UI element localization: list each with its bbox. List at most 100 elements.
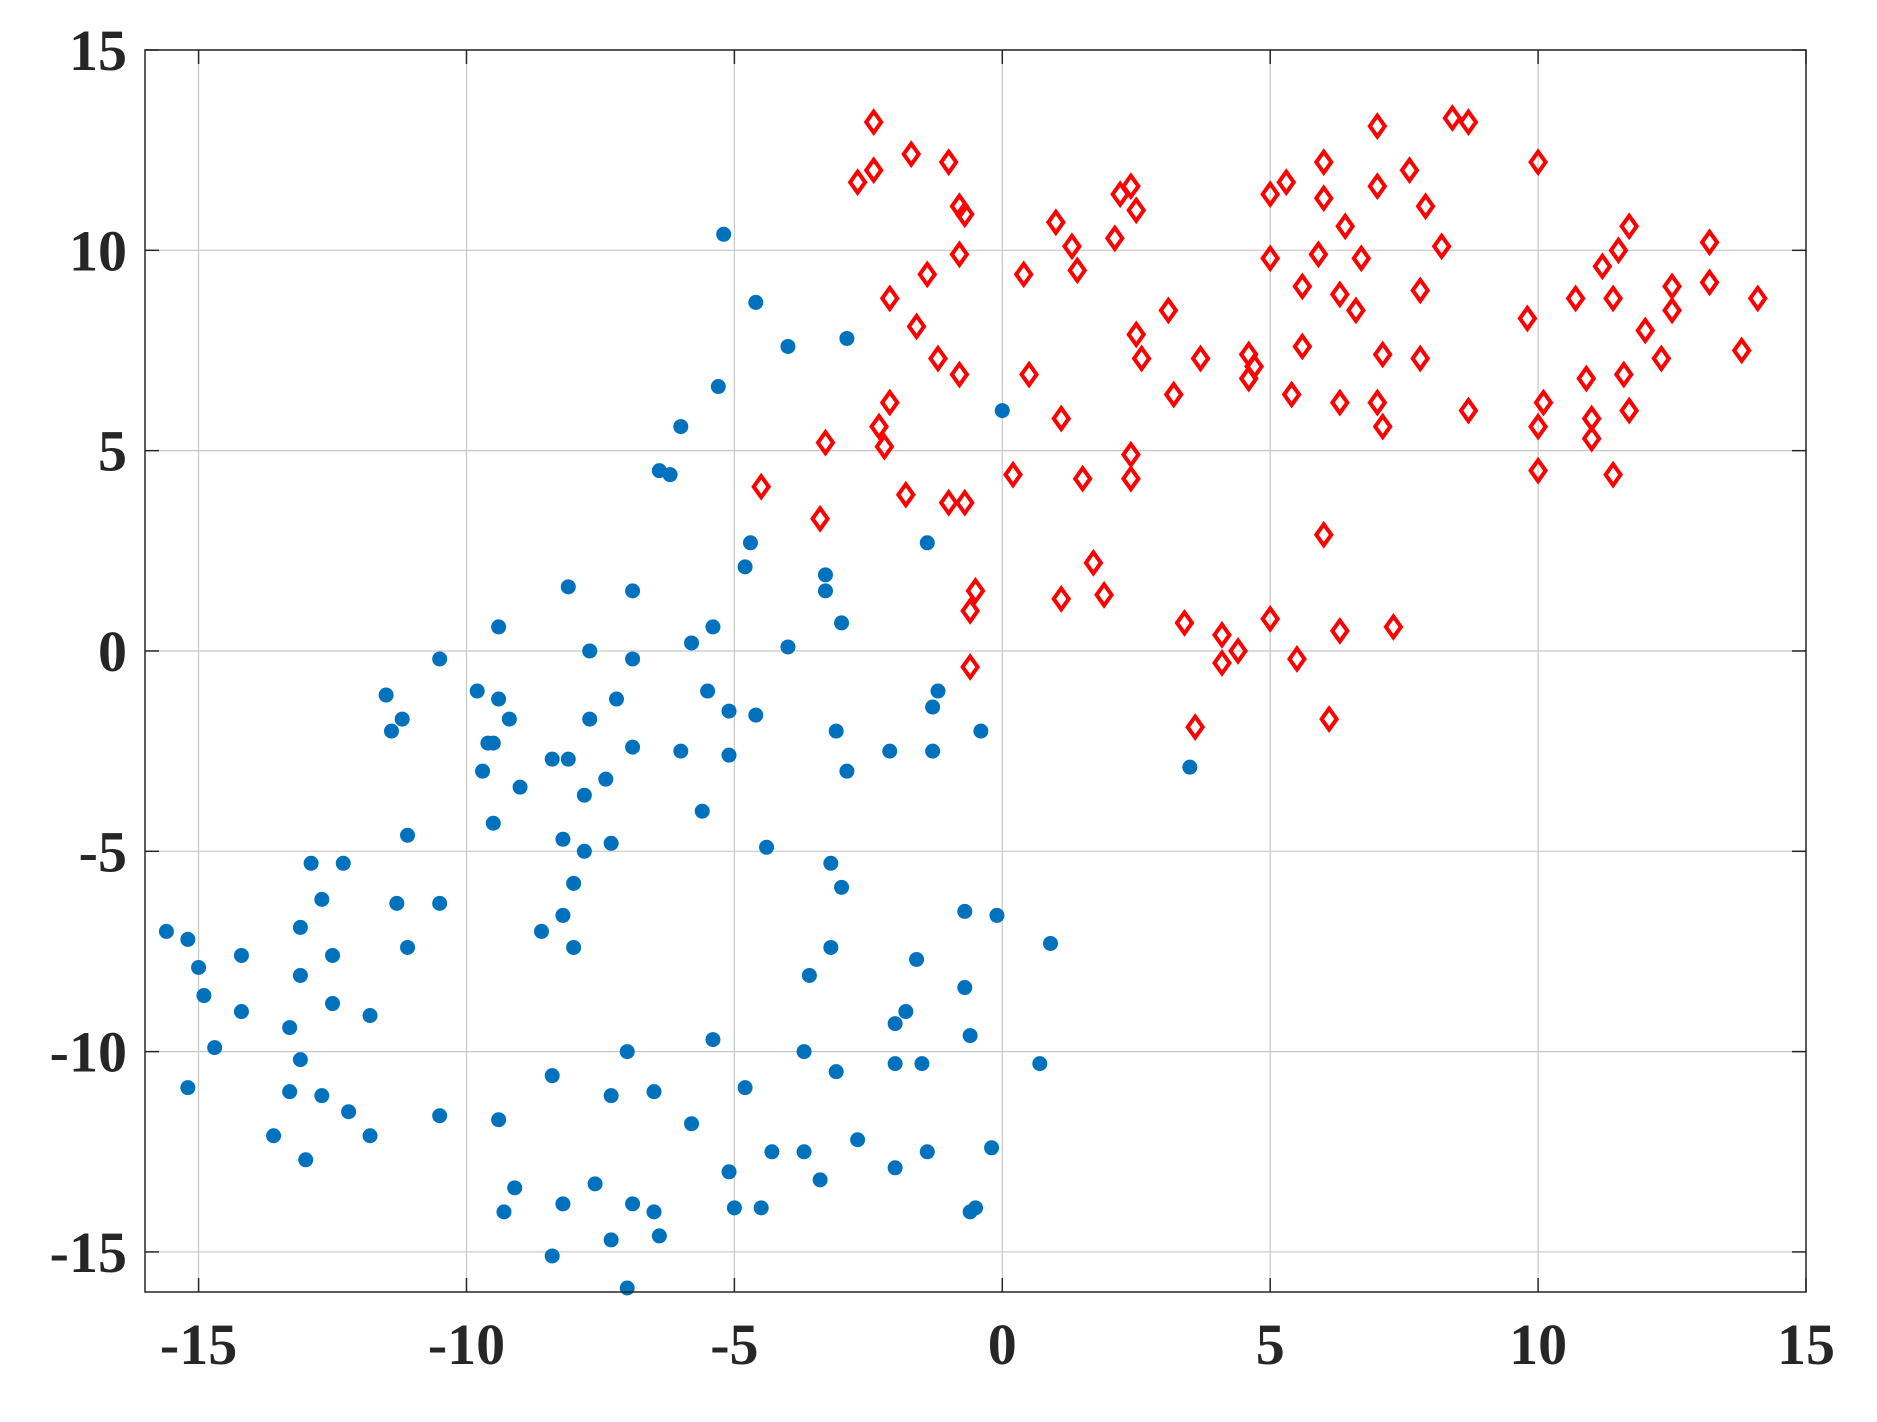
blue-circle-point [823,939,839,955]
red-diamond-point [810,504,831,533]
blue-circle-point [710,379,726,395]
red-diamond-point [895,480,916,509]
red-diamond-point [954,488,975,517]
tick-labels: -15 -10 -5 0 5 10 15 -15 -10 -5 0 5 10 15 [50,18,1835,1377]
red-diamond-point [1367,112,1388,141]
blue-circle-point [292,967,308,983]
blue-circle-point [335,855,351,871]
red-diamond-point [1228,637,1249,665]
blue-circle-point [1032,1056,1048,1072]
x-tick-label: 0 [988,1312,1017,1377]
blue-circle-point [726,1200,742,1216]
red-diamond-point [1051,584,1072,613]
red-diamond-point [1367,388,1388,417]
red-diamond-point [1517,304,1538,333]
red-diamond-point [901,140,922,169]
red-diamond-point [1608,236,1629,265]
series-0-points [158,226,1198,1296]
red-diamond-point [1699,268,1720,297]
red-diamond-point [1313,520,1334,549]
y-tick-label: -5 [79,819,127,884]
blue-circle-point [603,1088,619,1104]
red-diamond-point [1313,184,1334,213]
red-diamond-point [1603,460,1624,489]
blue-circle-point [748,294,764,310]
blue-circle-point [673,743,689,759]
blue-circle-point [196,988,212,1004]
red-diamond-point [949,360,970,389]
blue-circle-point [325,996,341,1012]
red-diamond-point [1351,244,1372,273]
red-diamond-point [815,428,836,457]
red-diamond-point [928,344,948,373]
red-diamond-point [874,432,895,461]
blue-circle-point [812,1172,828,1188]
red-diamond-point [1399,156,1420,185]
blue-circle-point [491,691,507,707]
red-diamond-point [1581,424,1602,453]
blue-circle-point [383,723,399,739]
red-diamond-point [1367,172,1388,201]
x-tick-label: -5 [710,1312,758,1377]
red-diamond-point [1260,244,1281,273]
blue-circle-point [544,751,560,767]
blue-circle-point [1043,935,1059,951]
red-diamond-point [1072,464,1093,493]
blue-circle-point [673,419,689,435]
red-diamond-point [1415,192,1436,221]
blue-circle-point [233,947,249,963]
blue-circle-point [533,923,549,939]
blue-circle-point [362,1128,378,1144]
blue-circle-point [662,467,678,483]
red-diamond-point [879,388,900,417]
red-diamond-point [1313,148,1334,177]
blue-circle-point [925,743,941,759]
red-diamond-point [960,653,981,681]
blue-circle-point [619,1044,635,1060]
x-tick-label: -10 [428,1312,505,1377]
red-diamond-point [1383,612,1404,641]
blue-circle-point [716,226,732,242]
blue-circle-point [496,1204,512,1220]
blue-circle-point [191,959,207,975]
x-tick-label: 15 [1777,1312,1835,1377]
red-diamond-point [1244,352,1265,381]
blue-circle-point [994,403,1010,419]
red-diamond-point [1576,364,1597,393]
red-diamond-point [1372,340,1393,369]
red-diamond-point [1662,296,1683,325]
blue-circle-point [292,919,308,935]
blue-circle-point [823,855,839,871]
blue-circle-point [919,1144,935,1160]
blue-circle-point [957,903,973,919]
red-diamond-point [1212,621,1232,649]
blue-circle-point [292,1052,308,1068]
red-diamond-point [938,488,959,517]
red-diamond-point [1212,649,1232,677]
blue-circle-point [598,771,614,787]
red-diamond-point [869,412,890,441]
blue-circle-point [560,579,576,595]
red-diamond-point [1158,296,1179,325]
red-diamond-point [1308,240,1329,269]
blue-circle-point [394,711,410,727]
blue-circle-point [925,699,941,715]
red-diamond-point [1045,208,1066,237]
blue-circle-point [984,1140,1000,1156]
blue-circle-point [432,1108,448,1124]
blue-circle-point [930,683,946,699]
blue-circle-point [180,1080,196,1096]
red-diamond-point [1335,212,1356,241]
blue-circle-point [705,1032,721,1048]
red-diamond-point [1126,196,1147,225]
red-diamond-point [938,148,959,177]
blue-circle-point [737,559,753,575]
red-diamond-point [1319,705,1340,734]
blue-circle-point [780,338,796,354]
blue-circle-point [582,643,598,659]
blue-circle-point [748,707,764,723]
red-diamond-point [1083,548,1104,577]
blue-circle-point [973,723,989,739]
blue-circle-point [839,330,855,346]
red-diamond-point [1260,604,1281,633]
